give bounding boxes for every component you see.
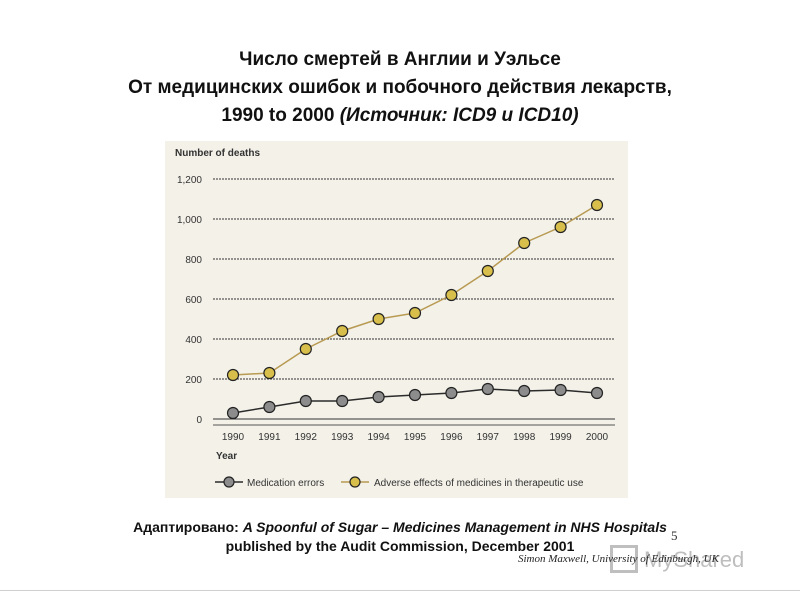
data-point-adverse-1993 <box>336 324 349 338</box>
data-point-adverse-1995 <box>408 306 422 320</box>
data-point-adverse-2000 <box>590 198 604 212</box>
data-point-medication-1998 <box>518 384 531 398</box>
x-tick-label: 1998 <box>513 432 536 443</box>
source-title: A Spoonful of Sugar – Medicines Manageme… <box>242 519 667 535</box>
x-tick-label: 1997 <box>477 432 500 443</box>
data-point-medication-1993 <box>336 394 349 408</box>
axis-layer: Number of deaths 0 200 400 600 800 1,000 1,200 1… <box>175 148 615 462</box>
legend-layer: Medication errors Adverse effects of medi… <box>215 476 584 489</box>
author-credit: Simon Maxwell, University of Edinburgh, … <box>518 553 719 565</box>
data-point-adverse-1999 <box>554 220 567 234</box>
x-axis-title: Year <box>216 451 237 462</box>
bottom-rule <box>0 590 800 591</box>
x-tick-label: 1991 <box>258 432 281 443</box>
data-point-adverse-1992 <box>299 342 312 356</box>
data-point-medication-1991 <box>263 400 276 414</box>
y-tick-label: 400 <box>185 335 202 346</box>
data-point-adverse-1991 <box>263 366 276 380</box>
data-point-medication-1996 <box>445 386 458 400</box>
series-layer <box>226 198 604 420</box>
data-point-medication-1994 <box>372 390 385 404</box>
data-point-medication-2000 <box>590 386 604 400</box>
title-years: 1990 to 2000 <box>221 105 340 126</box>
source-line-1: Адаптировано: A Spoonful of Sugar – Medi… <box>0 518 800 537</box>
source-label: Адаптировано: <box>133 519 243 535</box>
y-tick-label: 200 <box>185 375 202 386</box>
data-point-medication-1999 <box>554 383 567 397</box>
deaths-line-chart: Number of deaths 0 200 400 600 800 1,000 1,200 1… <box>175 148 615 489</box>
x-tick-label: 1996 <box>440 432 463 443</box>
data-point-medication-1997 <box>481 382 494 396</box>
y-axis-title: Number of deaths <box>175 148 260 159</box>
watermark-logo: MyShared <box>606 541 766 581</box>
data-point-adverse-1998 <box>518 236 531 250</box>
data-point-adverse-1994 <box>372 312 385 326</box>
x-tick-label: 1999 <box>549 432 572 443</box>
x-tick-label: 1994 <box>367 432 390 443</box>
data-point-adverse-1996 <box>445 288 458 302</box>
x-tick-label: 2000 <box>586 432 609 443</box>
x-tick-label: 1993 <box>331 432 354 443</box>
legend-marker-medication <box>223 476 235 488</box>
logo-mark-icon <box>610 545 638 573</box>
logo-text: MyShared <box>644 547 745 572</box>
x-tick-label: 1995 <box>404 432 427 443</box>
x-tick-label: 1990 <box>222 432 245 443</box>
data-point-medication-1990 <box>226 406 240 420</box>
page-number: 5 <box>671 528 678 543</box>
legend-marker-adverse <box>349 476 361 488</box>
slide-title-line-2: От медицинских ошибок и побочного действ… <box>128 77 672 98</box>
slide-title-line-3: 1990 to 2000 (Источник: ICD9 и ICD10) <box>0 104 800 128</box>
legend-label-medication: Medication errors <box>247 478 324 489</box>
title-source: (Источник: ICD9 и ICD10) <box>339 105 579 126</box>
source-line-2: published by the Audit Commission, Decem… <box>225 538 575 554</box>
grid-layer <box>213 178 615 420</box>
y-tick-label: 600 <box>185 295 202 306</box>
data-point-medication-1995 <box>408 388 422 402</box>
chart-panel: Number of deaths 0 200 400 600 800 1,000 1,200 1… <box>165 141 628 498</box>
series-line-adverse <box>232 204 598 376</box>
y-tick-label: 1,000 <box>177 215 202 226</box>
legend-label-adverse: Adverse effects of medicines in therapeu… <box>374 478 584 489</box>
slide-title-line-1: Число смертей в Англии и Уэльсе <box>239 49 561 70</box>
data-point-adverse-1997 <box>481 264 494 278</box>
y-tick-label: 0 <box>196 415 202 426</box>
y-tick-label: 800 <box>185 255 202 266</box>
y-tick-label: 1,200 <box>177 175 202 186</box>
x-tick-label: 1992 <box>295 432 318 443</box>
data-point-medication-1992 <box>299 394 312 408</box>
data-point-adverse-1990 <box>226 368 240 382</box>
